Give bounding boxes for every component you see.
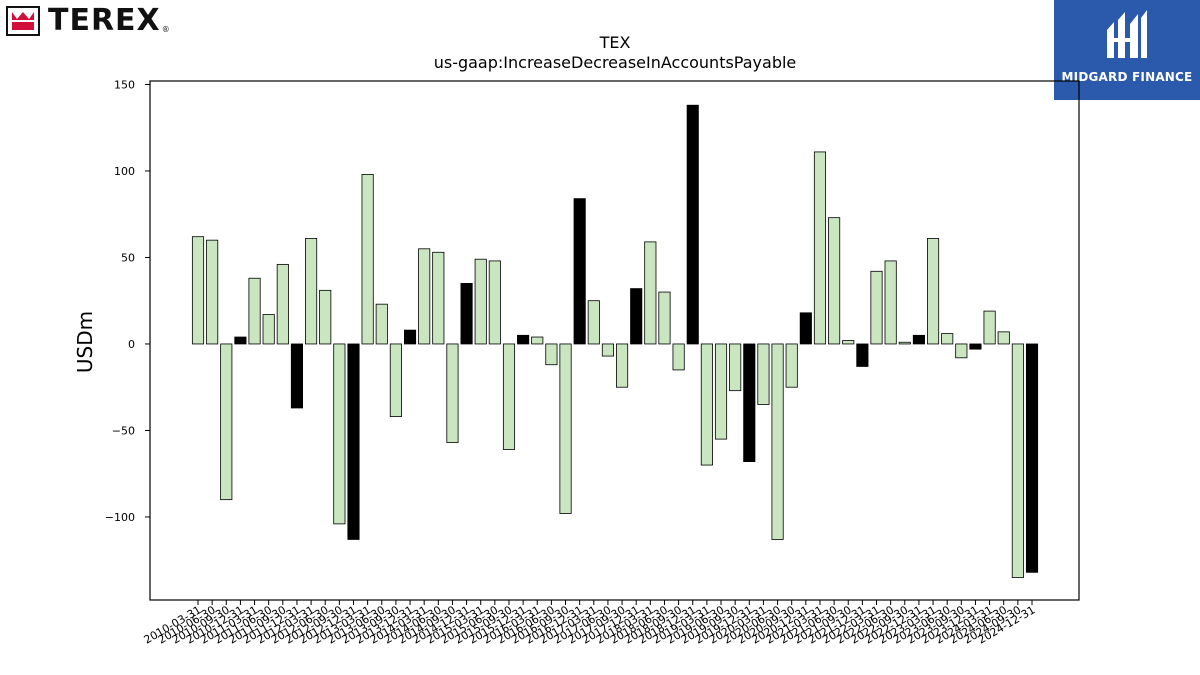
- bar-2010-06-30: [206, 239, 219, 345]
- terex-crown-icon: [6, 6, 40, 36]
- midgard-finance-wordmark: MIDGARD FINANCE: [1061, 70, 1193, 84]
- bar-2014-12-31: [460, 283, 473, 345]
- plot-frame: [149, 80, 1080, 601]
- bar-2011-03-31: [248, 277, 261, 345]
- bar-2010-09-30: [220, 343, 233, 501]
- bar-2024-06-30: [997, 331, 1010, 345]
- bar-2018-03-31: [644, 241, 657, 345]
- bar-2010-03-31: [191, 236, 205, 345]
- y-tick-label: 100: [114, 165, 135, 178]
- bar-2020-06-30: [771, 343, 784, 540]
- bar-2014-09-30: [446, 343, 459, 443]
- bar-2017-12-31: [630, 288, 643, 345]
- bar-2012-03-31: [305, 238, 318, 345]
- bar-2021-12-31: [856, 343, 869, 367]
- bars-group: [191, 104, 1039, 578]
- bar-2012-06-30: [319, 289, 332, 345]
- bar-2013-12-31: [403, 329, 417, 345]
- y-tick-label: 150: [114, 78, 135, 91]
- bar-2017-09-30: [616, 343, 629, 388]
- bar-2020-12-31: [799, 312, 812, 345]
- bar-2012-09-30: [333, 343, 346, 525]
- bar-2012-12-31: [347, 343, 360, 540]
- bar-2011-06-30: [262, 314, 275, 345]
- bar-2010-12-31: [234, 336, 247, 345]
- bar-2024-09-30: [1011, 343, 1024, 578]
- bar-2016-12-31: [573, 198, 586, 345]
- midgard-finance-logo: MIDGARD FINANCE: [1054, 0, 1200, 100]
- bar-2018-12-31: [686, 104, 699, 345]
- y-axis: 150 100 50 0 −50 −100: [105, 78, 150, 524]
- bar-2016-03-31: [531, 336, 544, 345]
- bar-2018-09-30: [672, 343, 685, 371]
- bar-2019-06-30: [714, 343, 728, 440]
- terex-wordmark: TEREX: [48, 3, 161, 38]
- bar-2022-12-31: [912, 334, 925, 345]
- bar-2023-12-31: [969, 343, 982, 350]
- bar-2023-06-30: [941, 333, 954, 345]
- bar-2023-09-30: [955, 343, 968, 359]
- bar-2011-12-31: [290, 343, 304, 409]
- bar-2023-03-31: [927, 238, 940, 345]
- bar-2018-06-30: [658, 291, 671, 345]
- bar-2015-12-31: [517, 334, 530, 345]
- terex-logo: TEREX ®: [6, 5, 170, 37]
- bar-2016-06-30: [545, 343, 558, 366]
- bar-2011-09-30: [276, 263, 289, 345]
- bar-2022-03-31: [870, 270, 883, 345]
- bar-2022-09-30: [898, 341, 911, 345]
- bar-2013-06-30: [375, 303, 388, 345]
- bar-2021-03-31: [813, 151, 827, 345]
- bar-2015-06-30: [488, 260, 501, 345]
- y-axis-label: USDm: [73, 311, 97, 373]
- bar-2015-03-31: [474, 258, 487, 345]
- bar-2019-12-31: [743, 343, 756, 462]
- bar-2024-03-31: [983, 310, 996, 345]
- bar-2014-06-30: [432, 251, 445, 345]
- bar-2013-03-31: [361, 174, 374, 345]
- bar-2019-09-30: [729, 343, 742, 392]
- bar-2017-03-31: [587, 300, 600, 345]
- chart-subtitle: us-gaap:IncreaseDecreaseInAccountsPayabl…: [434, 53, 797, 72]
- bar-2016-09-30: [559, 343, 572, 514]
- bar-2019-03-31: [700, 343, 713, 466]
- bar-2017-06-30: [601, 343, 614, 357]
- bar-2015-09-30: [502, 343, 516, 450]
- midgard-emblem-icon: [1107, 10, 1147, 58]
- chart-title: TEX: [599, 33, 631, 52]
- bar-2021-06-30: [828, 217, 841, 345]
- y-tick-label: −50: [112, 424, 135, 437]
- bar-2020-09-30: [785, 343, 798, 388]
- bar-2020-03-31: [757, 343, 770, 405]
- y-tick-label: −100: [105, 511, 135, 524]
- x-axis: 2010-03-312010-06-302010-09-302010-12-31…: [142, 600, 1038, 647]
- bar-2022-06-30: [884, 260, 897, 345]
- y-tick-label: 50: [121, 251, 135, 264]
- bar-2013-09-30: [389, 343, 402, 418]
- bar-2021-09-30: [842, 340, 855, 345]
- bar-2014-03-31: [418, 248, 431, 345]
- registered-mark: ®: [161, 24, 170, 34]
- y-tick-label: 0: [128, 338, 135, 351]
- bar-2024-12-31: [1025, 343, 1039, 573]
